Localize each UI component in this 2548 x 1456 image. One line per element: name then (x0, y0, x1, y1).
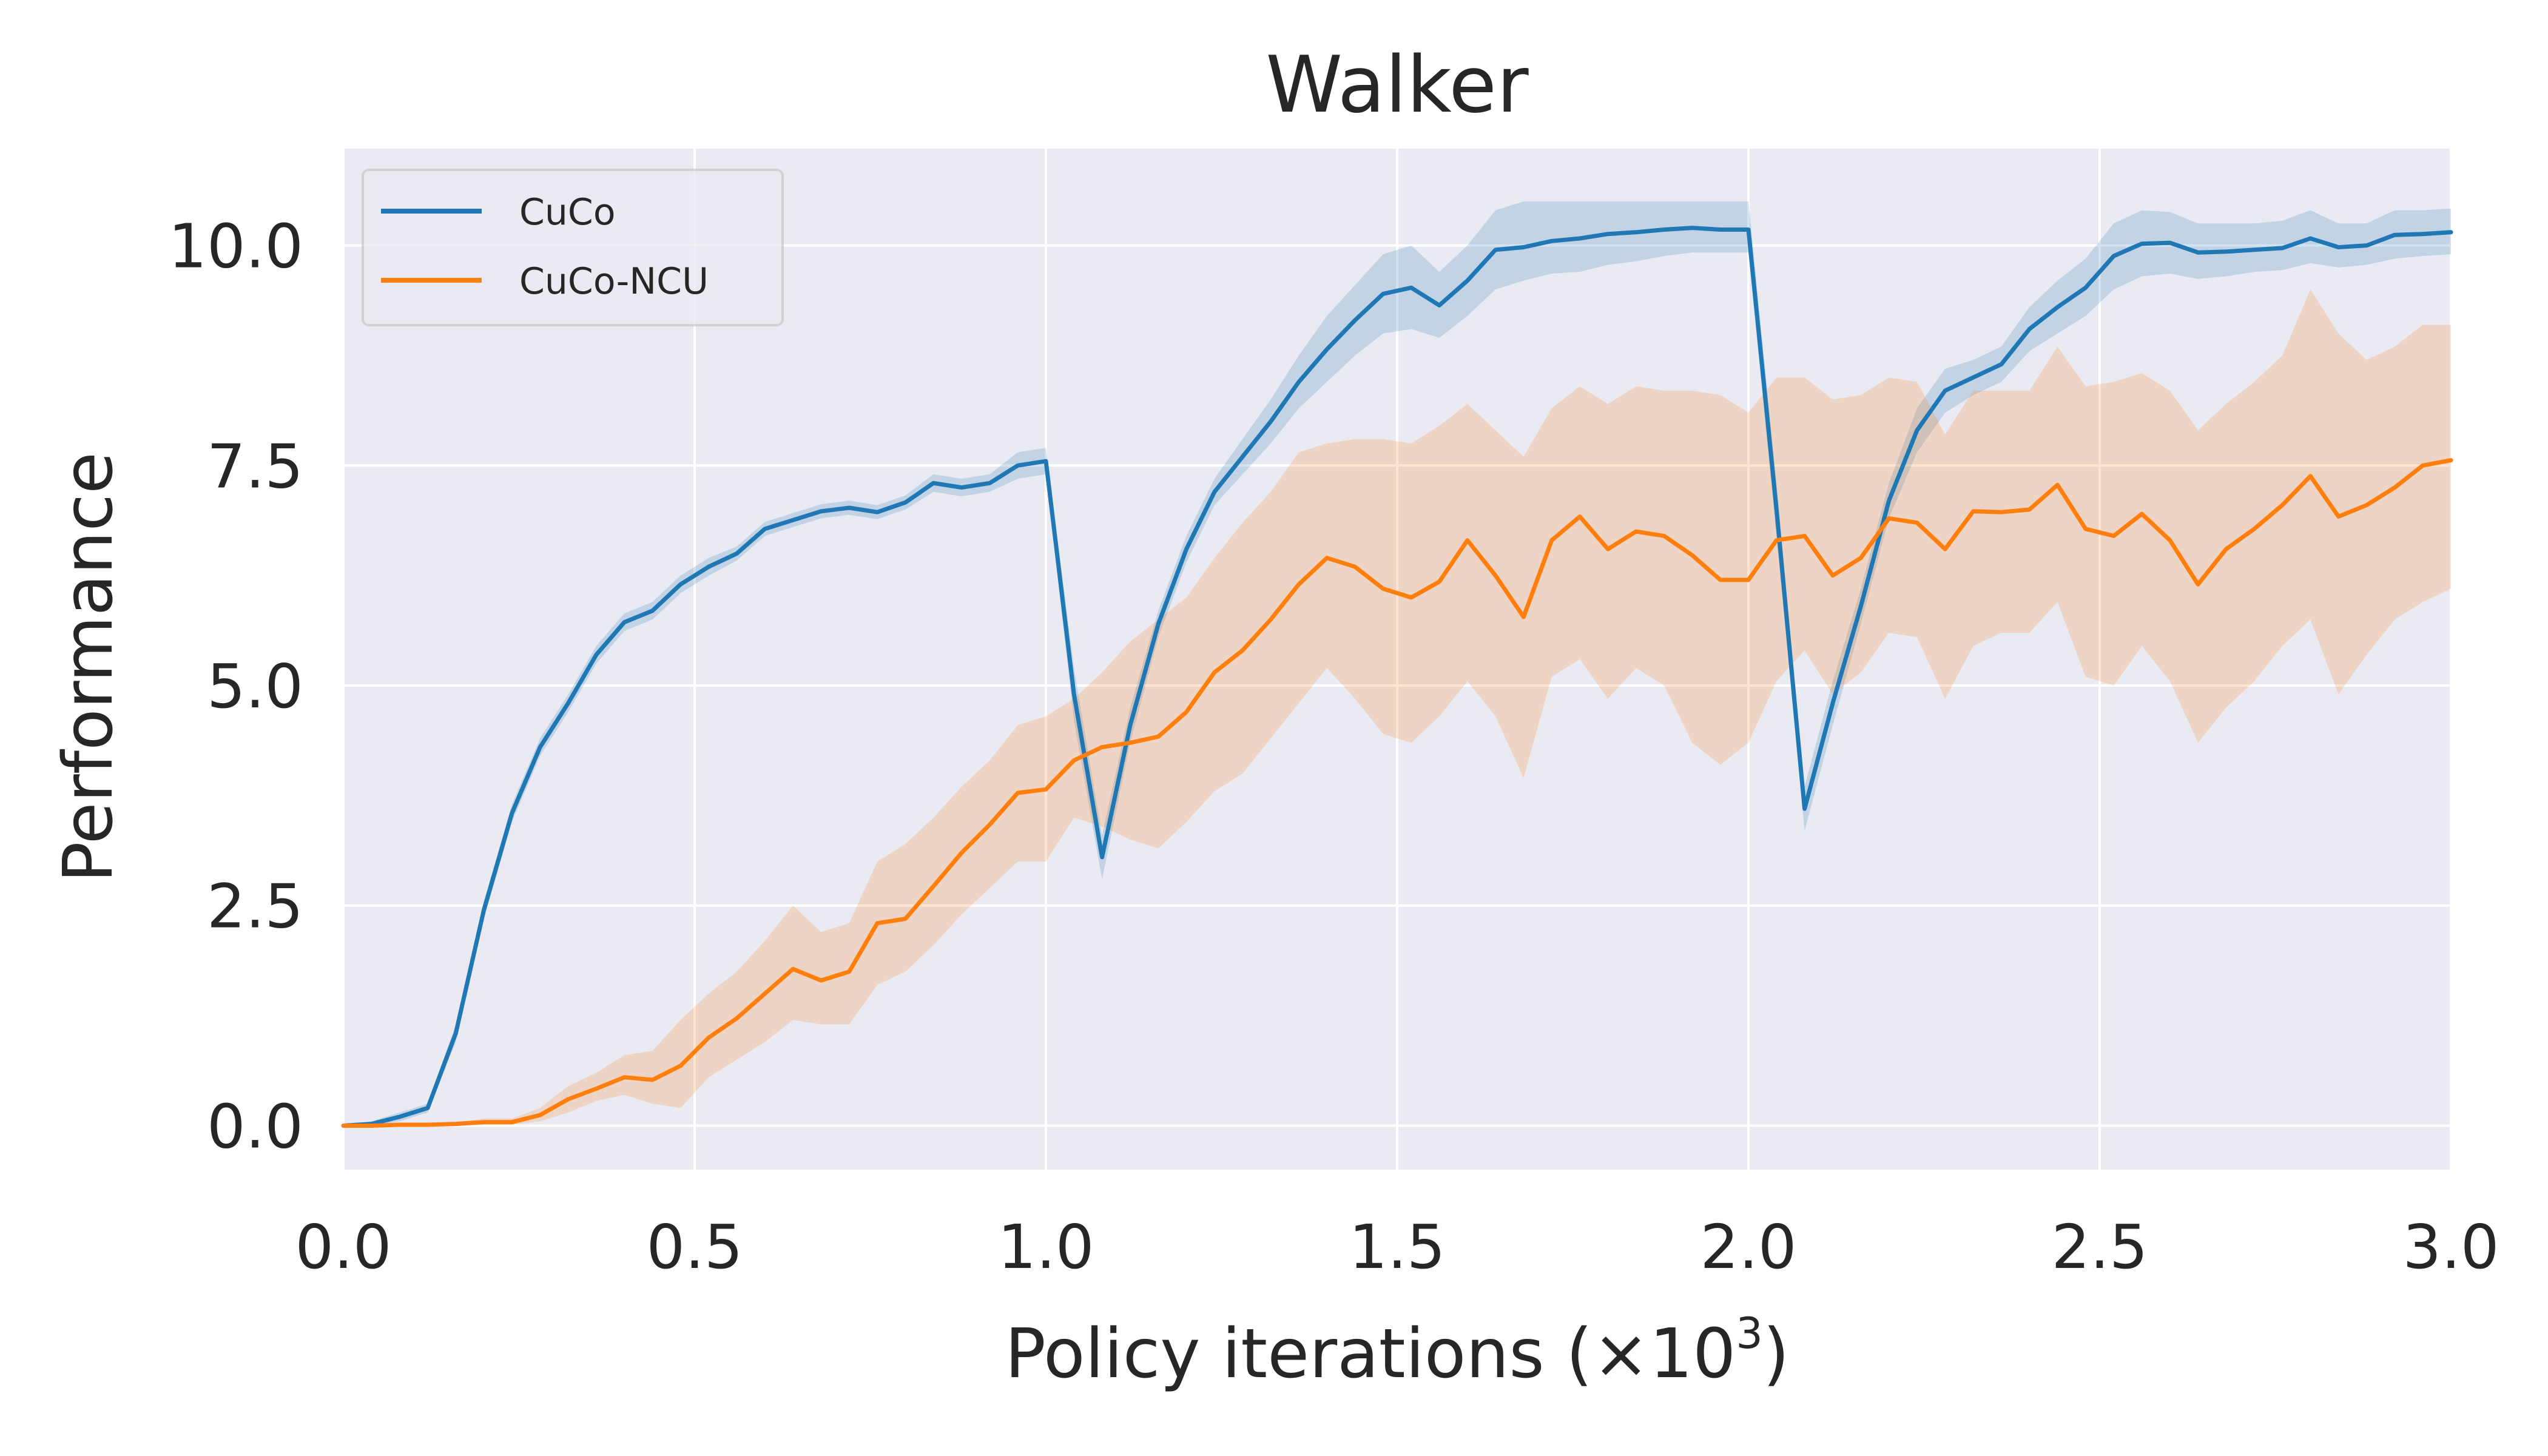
series-line-cuco-ncu (341, 458, 2453, 1128)
y-axis-label: Performance (49, 452, 128, 883)
y-tick-label: 0.0 (207, 1091, 303, 1162)
legend-label-cuco: CuCo (519, 191, 616, 234)
x-axis-label: Policy iterations (×103) (1005, 1309, 1789, 1394)
y-tick-label: 7.5 (207, 431, 303, 502)
x-tick-label: 0.5 (646, 1212, 743, 1282)
y-tick-label: 2.5 (207, 871, 303, 942)
gridlines (342, 149, 2452, 1170)
x-tick-label: 3.0 (2402, 1212, 2499, 1282)
y-axis-ticks: 0.0 2.5 5.0 7.5 10.0 (168, 211, 303, 1162)
x-axis-label-main: Policy iterations (×10 (1005, 1315, 1736, 1394)
x-tick-label: 0.0 (295, 1212, 391, 1282)
chart-title: Walker (1266, 40, 1529, 130)
x-tick-label: 2.0 (1700, 1212, 1796, 1282)
series-line-cuco (341, 226, 2453, 1128)
confidence-band-cuco-ncu (343, 289, 2451, 1126)
series-lines (341, 226, 2453, 1128)
x-axis-label-superscript: 3 (1736, 1309, 1763, 1358)
legend-label-cuco-ncu: CuCo-NCU (519, 260, 709, 303)
confidence-bands (343, 201, 2451, 1126)
x-tick-label: 2.5 (2051, 1212, 2148, 1282)
y-tick-label: 5.0 (207, 651, 303, 722)
legend: CuCo CuCo-NCU (362, 169, 784, 326)
y-tick-label: 10.0 (168, 211, 303, 282)
x-axis-ticks: 0.0 0.5 1.0 1.5 2.0 2.5 3.0 (295, 1212, 2499, 1282)
x-axis-label-suffix: ) (1763, 1315, 1790, 1394)
x-tick-label: 1.5 (1349, 1212, 1445, 1282)
confidence-band-cuco (343, 201, 2451, 1126)
x-tick-label: 1.0 (997, 1212, 1094, 1282)
